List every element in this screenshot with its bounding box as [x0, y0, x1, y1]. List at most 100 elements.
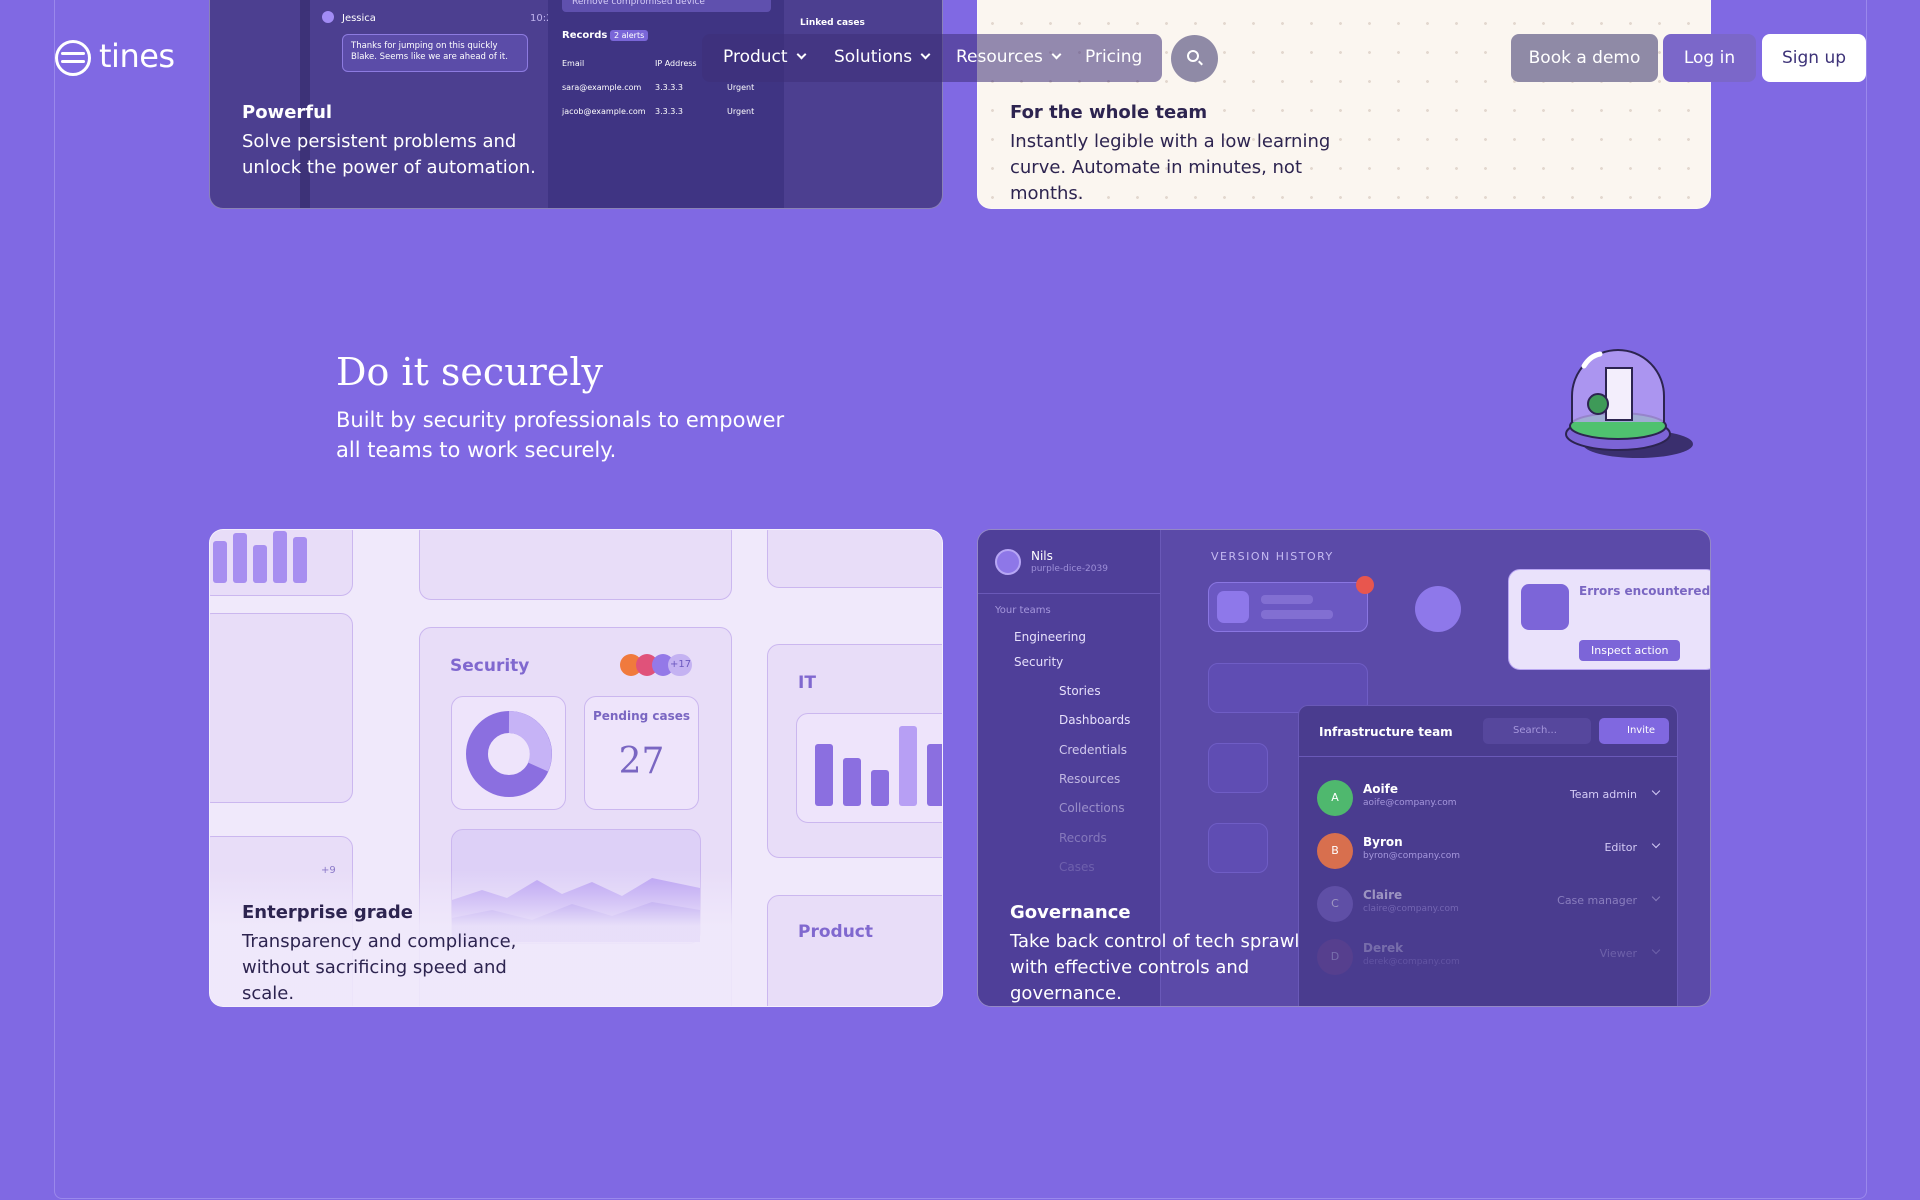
panel-title: Product [798, 922, 873, 942]
text-fade [210, 870, 750, 1006]
avatar [322, 11, 334, 23]
invite-button[interactable]: Invite [1599, 718, 1669, 744]
card-description: Transparency and compliance, without sac… [242, 931, 517, 1004]
logo-line [61, 60, 85, 63]
donut-chart [466, 711, 552, 797]
search-button[interactable] [1171, 35, 1218, 82]
nav-link[interactable]: Product [723, 47, 806, 67]
mock-bar [815, 744, 833, 806]
it-panel: IT [767, 644, 942, 858]
card-enterprise: +9 Security +17 Pending cases 27 IT Prod… [209, 529, 943, 1007]
member-email: aoife@company.com [1363, 798, 1457, 808]
pending-box: Pending cases 27 [584, 696, 699, 810]
user-handle: purple-dice-2039 [1031, 564, 1108, 574]
member-email: derek@company.com [1363, 957, 1460, 967]
card-title: For the whole team [1010, 102, 1208, 123]
card-description: Solve persistent problems and unlock the… [242, 131, 536, 178]
nav-item[interactable]: Resources [1059, 772, 1121, 786]
card-description: Take back control of tech sprawl with ef… [1010, 931, 1300, 1004]
card-title: Powerful [242, 102, 333, 123]
team-item[interactable]: Security [1014, 655, 1064, 669]
user-name: Nils [1031, 549, 1053, 563]
mock-bar [253, 545, 267, 583]
teams-label: Your teams [995, 605, 1051, 616]
nav-item[interactable]: Cases [1059, 860, 1095, 874]
nav-item[interactable]: Records [1059, 831, 1107, 845]
member-email: byron@company.com [1363, 851, 1461, 861]
action-bar: Remove compromised device [562, 0, 771, 12]
inspect-button[interactable]: Inspect action [1579, 640, 1681, 661]
nav-item[interactable]: Collections [1059, 801, 1125, 815]
panel-title: IT [798, 673, 816, 693]
book-demo-button[interactable]: Book a demo [1511, 34, 1658, 82]
card-title: Governance [1010, 902, 1131, 923]
section-subtitle: Built by security professionals to empow… [336, 408, 785, 462]
donut-box [451, 696, 566, 810]
connector-node [1415, 586, 1461, 632]
mock-panel [419, 530, 732, 600]
team-panel: Infrastructure team Search... Invite A Ao… [1298, 705, 1678, 1006]
search-field[interactable]: Search... [1483, 718, 1591, 744]
security-illustration [1565, 349, 1693, 458]
records-title: Records [562, 30, 608, 41]
member-row[interactable]: D Derek derek@company.com Viewer [1299, 933, 1677, 979]
card-description: Instantly legible with a low learning cu… [1010, 131, 1331, 204]
placeholder [1261, 610, 1333, 619]
logo-mark[interactable] [55, 40, 91, 76]
nav-item[interactable]: Credentials [1059, 743, 1128, 757]
team-item[interactable]: Engineering [1014, 630, 1086, 644]
node-card [1208, 743, 1268, 793]
nav-link-text: Solutions [834, 47, 913, 67]
cell: jacob@example.com [562, 107, 646, 116]
mock-bar [213, 541, 227, 583]
mail-icon [1521, 584, 1569, 630]
nav-link[interactable]: Pricing [1085, 47, 1143, 67]
member-row[interactable]: A Aoife aoife@company.com Team admin [1299, 774, 1677, 820]
linked-cases: Linked cases [800, 18, 865, 28]
login-button[interactable]: Log in [1663, 34, 1756, 82]
chevron [796, 49, 806, 60]
nav-item[interactable]: Stories [1059, 684, 1101, 698]
mock-bar [273, 531, 287, 583]
mock-panel [767, 530, 942, 588]
chat-name: Jessica [342, 13, 376, 24]
mock-bar [293, 537, 307, 583]
nav-link[interactable]: Solutions [834, 47, 931, 67]
member-name: Aoife [1363, 782, 1399, 796]
mock-bar [843, 758, 861, 806]
chevron [920, 49, 931, 60]
member-row[interactable]: C Claire claire@company.com Case manager [1299, 880, 1677, 926]
mock-divider [300, 0, 310, 208]
member-email: claire@company.com [1363, 904, 1459, 914]
avatar-count: +17 [668, 654, 692, 676]
signup-button[interactable]: Sign up [1762, 34, 1866, 82]
chat-time: 10:24 [530, 13, 559, 24]
nav-item[interactable]: Dashboards [1059, 713, 1131, 727]
mock-bar [871, 770, 889, 806]
mock-bar [233, 533, 247, 583]
nav-link[interactable]: Resources [956, 47, 1062, 67]
node-card [1208, 663, 1368, 713]
node-card [1208, 582, 1368, 632]
product-panel: Product [767, 895, 942, 1006]
section-title: Do it securely [336, 350, 603, 394]
team-title: Infrastructure team [1319, 725, 1453, 739]
member-row[interactable]: B Byron byron@company.com Editor [1299, 827, 1677, 873]
cell: sara@example.com [562, 83, 642, 92]
chat-message: Thanks for jumping on this quickly Blake… [342, 34, 528, 72]
cell: 3.3.3.3 [655, 83, 683, 92]
cell: 3.3.3.3 [655, 107, 683, 116]
mock-panel [210, 613, 353, 803]
logo-text[interactable]: tines [99, 37, 175, 75]
mock-bar [927, 744, 942, 806]
error-card: Errors encountered Inspect action [1508, 569, 1711, 670]
error-dot [1356, 576, 1374, 594]
chevron [1051, 49, 1062, 60]
node-card [1208, 823, 1268, 873]
page-frame [54, 0, 1867, 1199]
placeholder [1261, 595, 1313, 604]
error-title: Errors encountered [1579, 584, 1711, 598]
pending-value: 27 [618, 741, 665, 782]
mock-panel [210, 530, 353, 596]
